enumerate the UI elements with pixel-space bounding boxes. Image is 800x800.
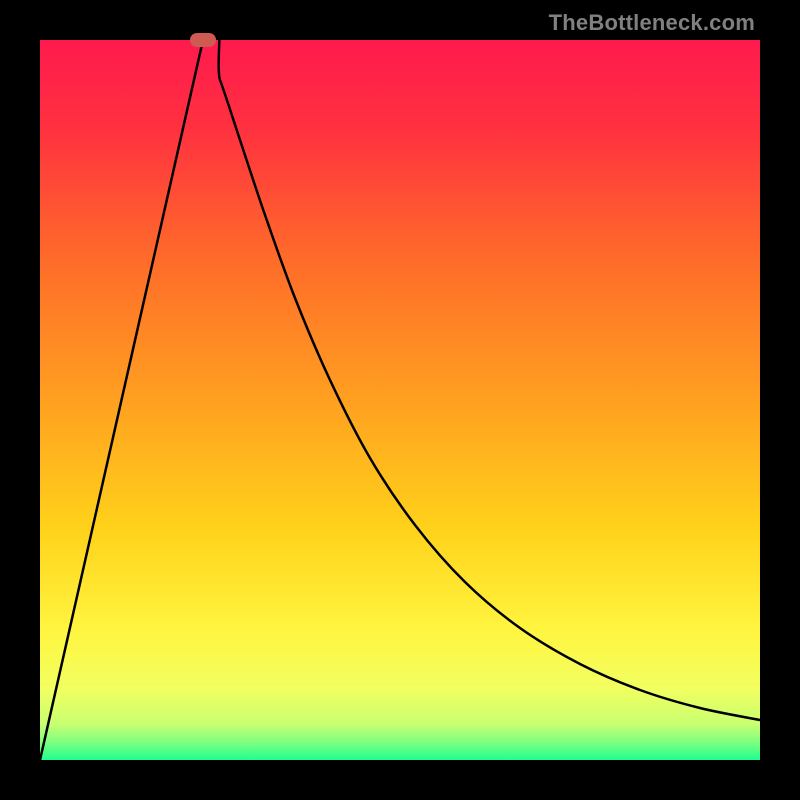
plot-area: [40, 40, 760, 760]
minimum-marker: [190, 33, 216, 47]
gradient-background: [40, 40, 760, 760]
watermark-text: TheBottleneck.com: [549, 10, 755, 36]
chart-svg: [40, 40, 760, 760]
